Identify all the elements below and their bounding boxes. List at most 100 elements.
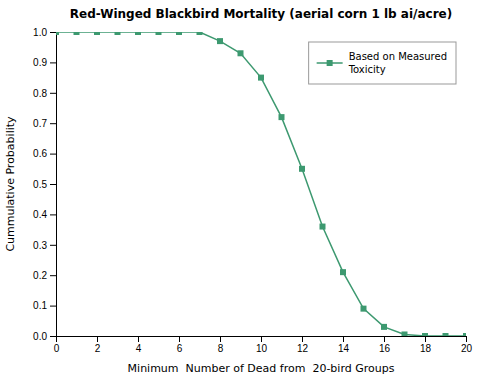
point — [217, 38, 223, 44]
tick-label: 4 — [136, 343, 142, 354]
plot: 024681012141618200.00.10.20.30.40.50.60.… — [33, 27, 472, 354]
tick-mark — [138, 336, 139, 342]
tick: 0 — [54, 336, 60, 354]
point — [443, 333, 449, 336]
tick-label: 8 — [218, 343, 224, 354]
point — [238, 50, 244, 56]
point — [94, 32, 100, 35]
axis-line — [57, 337, 467, 343]
tick: 14 — [338, 336, 350, 354]
y-axis-title: Cummulative Probability — [4, 116, 17, 252]
tick-label: 20 — [461, 343, 473, 354]
tick-mark — [343, 336, 344, 342]
point — [402, 331, 408, 336]
point — [176, 32, 182, 35]
tick-mark — [302, 336, 303, 342]
tick-mark — [50, 275, 56, 276]
tick: 0.9 — [33, 57, 56, 68]
tick: 18 — [420, 336, 432, 354]
tick: 20 — [461, 336, 473, 354]
tick: 6 — [177, 336, 183, 354]
point — [463, 333, 466, 336]
point — [258, 75, 264, 81]
tick-label: 16 — [379, 343, 391, 354]
tick-label: 6 — [177, 343, 183, 354]
point — [74, 32, 80, 35]
tick-label: 0.5 — [33, 179, 47, 190]
tick: 0.4 — [33, 209, 56, 220]
tick: 4 — [136, 336, 142, 354]
title: Red-Winged Blackbird Mortality (aerial c… — [70, 7, 452, 21]
point — [361, 306, 367, 312]
tick-label: 18 — [420, 343, 432, 354]
point — [320, 224, 326, 230]
tick-label: 10 — [256, 343, 268, 354]
chart: 024681012141618200.00.10.20.30.40.50.60.… — [0, 0, 482, 380]
tick: 16 — [379, 336, 391, 354]
point — [299, 166, 305, 172]
point — [422, 333, 428, 336]
tick-label: 14 — [338, 343, 350, 354]
point — [279, 114, 285, 120]
tick-mark — [50, 336, 56, 337]
tick: 0.0 — [33, 331, 56, 342]
tick: 0.5 — [33, 179, 56, 190]
point — [115, 32, 121, 35]
tick-mark — [50, 306, 56, 307]
tick: 0.2 — [33, 270, 56, 281]
tick: 0.3 — [33, 240, 56, 251]
tick-label: 0.2 — [33, 270, 47, 281]
marks — [56, 32, 466, 336]
tick: 12 — [297, 336, 309, 354]
tick-label: 0.1 — [33, 300, 47, 311]
x-axis-title: Minimum Number of Dead from 20-bird Grou… — [128, 362, 395, 375]
tick-mark — [97, 336, 98, 342]
tick-mark — [50, 214, 56, 215]
tick-mark — [50, 62, 56, 63]
y-axis: 0.0 0.1 0.2 0.3 0.4 0.5 0.6 0.7 0.8 0.9 1.0 — [33, 27, 56, 342]
tick-label: 0.9 — [33, 57, 47, 68]
legend: Based on MeasuredToxicity — [309, 42, 456, 84]
tick: 8 — [218, 336, 224, 354]
tick-mark — [50, 245, 56, 246]
tick-mark — [425, 336, 426, 342]
tick: 2 — [95, 336, 101, 354]
tick-mark — [50, 93, 56, 94]
tick-mark — [50, 123, 56, 124]
tick-mark — [220, 336, 221, 342]
tick-label: 0.0 — [33, 331, 47, 342]
tick-label: 1.0 — [33, 27, 47, 38]
point — [135, 32, 141, 35]
tick-mark — [50, 154, 56, 155]
line — [56, 32, 466, 336]
legend-box — [309, 42, 456, 84]
tick-label: 0.4 — [33, 209, 47, 220]
legend-marker — [327, 60, 333, 66]
tick-label: 0.3 — [33, 240, 47, 251]
point — [381, 324, 387, 330]
tick: 10 — [256, 336, 268, 354]
tick-mark — [50, 184, 56, 185]
legend-label: Based on MeasuredToxicity — [348, 51, 447, 75]
tick-mark — [384, 336, 385, 342]
tick: 0.7 — [33, 118, 56, 129]
tick-label: 0.8 — [33, 88, 47, 99]
tick-label: 12 — [297, 343, 309, 354]
tick-label: 2 — [95, 343, 101, 354]
tick: 0.8 — [33, 88, 56, 99]
axis-line — [50, 33, 57, 337]
tick-label: 0.7 — [33, 118, 47, 129]
point — [340, 269, 346, 275]
tick-label: 0 — [54, 343, 60, 354]
point — [156, 32, 162, 35]
tick-mark — [261, 336, 262, 342]
point — [197, 32, 203, 35]
tick-mark — [50, 32, 56, 33]
tick-label: 0.6 — [33, 148, 47, 159]
tick: 0.6 — [33, 148, 56, 159]
tick: 0.1 — [33, 300, 56, 311]
point — [56, 32, 59, 35]
tick: 1.0 — [33, 27, 56, 38]
tick-mark — [179, 336, 180, 342]
x-axis: 0 2 4 6 8 10 12 14 16 18 20 — [54, 336, 473, 354]
